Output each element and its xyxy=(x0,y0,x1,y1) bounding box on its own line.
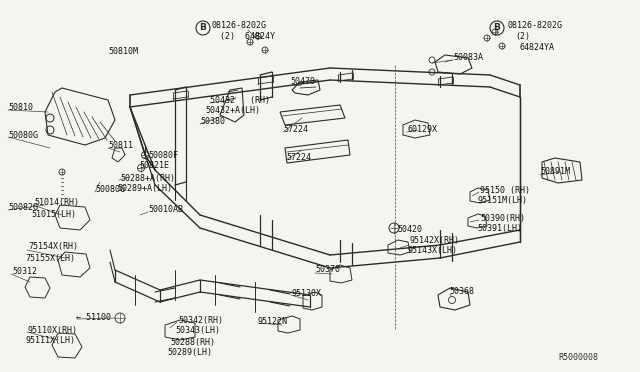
Text: B: B xyxy=(200,23,207,32)
Text: 50391(LH): 50391(LH) xyxy=(477,224,522,234)
Text: 50380: 50380 xyxy=(200,118,225,126)
Text: R5000008: R5000008 xyxy=(558,353,598,362)
Text: 51015(LH): 51015(LH) xyxy=(31,209,76,218)
Text: 50288(RH): 50288(RH) xyxy=(170,337,215,346)
Text: 64824YA: 64824YA xyxy=(520,44,555,52)
Text: 75155X(LH): 75155X(LH) xyxy=(25,253,75,263)
Text: 50432+A(LH): 50432+A(LH) xyxy=(205,106,260,115)
Text: 95142X(RH): 95142X(RH) xyxy=(410,235,460,244)
Text: 50370: 50370 xyxy=(315,266,340,275)
Text: 50342(RH): 50342(RH) xyxy=(178,315,223,324)
Text: 50010AB: 50010AB xyxy=(148,205,183,215)
Text: 50082G: 50082G xyxy=(8,203,38,212)
Text: 50432   (RH): 50432 (RH) xyxy=(210,96,270,105)
Text: 57224: 57224 xyxy=(283,125,308,135)
Text: 50420: 50420 xyxy=(397,225,422,234)
Text: B: B xyxy=(493,23,500,32)
Text: 50821E: 50821E xyxy=(139,161,169,170)
Text: 95150 (RH): 95150 (RH) xyxy=(480,186,530,195)
Text: 95151M(LH): 95151M(LH) xyxy=(477,196,527,205)
Text: (2)  64824Y: (2) 64824Y xyxy=(220,32,275,42)
Text: 50288+A(RH): 50288+A(RH) xyxy=(120,173,175,183)
Text: 50312: 50312 xyxy=(12,267,37,276)
Text: 50289(LH): 50289(LH) xyxy=(167,349,212,357)
Text: 50811: 50811 xyxy=(108,141,133,151)
Text: 95111X(LH): 95111X(LH) xyxy=(25,337,75,346)
Text: 50080G: 50080G xyxy=(95,186,125,195)
Text: 50810: 50810 xyxy=(8,103,33,112)
Text: 50080F: 50080F xyxy=(148,151,178,160)
Text: 50470: 50470 xyxy=(290,77,315,87)
Text: 57224: 57224 xyxy=(286,154,311,163)
Text: 50080G: 50080G xyxy=(8,131,38,140)
Text: 50891M: 50891M xyxy=(540,167,570,176)
Text: 08126-8202G: 08126-8202G xyxy=(507,22,562,31)
Text: 50289+A(LH): 50289+A(LH) xyxy=(117,183,172,192)
Text: 50343(LH): 50343(LH) xyxy=(175,327,220,336)
Text: 50368: 50368 xyxy=(449,288,474,296)
Text: 08126-8202G: 08126-8202G xyxy=(211,22,266,31)
Text: 50390(RH): 50390(RH) xyxy=(480,214,525,222)
Text: 95122N: 95122N xyxy=(258,317,288,327)
Text: (2): (2) xyxy=(515,32,530,42)
Text: 50810M: 50810M xyxy=(108,48,138,57)
Text: 95143X(LH): 95143X(LH) xyxy=(407,247,457,256)
Text: ← 51100: ← 51100 xyxy=(76,312,111,321)
Text: 50083A: 50083A xyxy=(453,52,483,61)
Text: 75154X(RH): 75154X(RH) xyxy=(28,243,78,251)
Text: 51014(RH): 51014(RH) xyxy=(34,199,79,208)
Text: 95110X(RH): 95110X(RH) xyxy=(28,326,78,334)
Text: 95130X: 95130X xyxy=(292,289,322,298)
Text: 60129X: 60129X xyxy=(408,125,438,135)
